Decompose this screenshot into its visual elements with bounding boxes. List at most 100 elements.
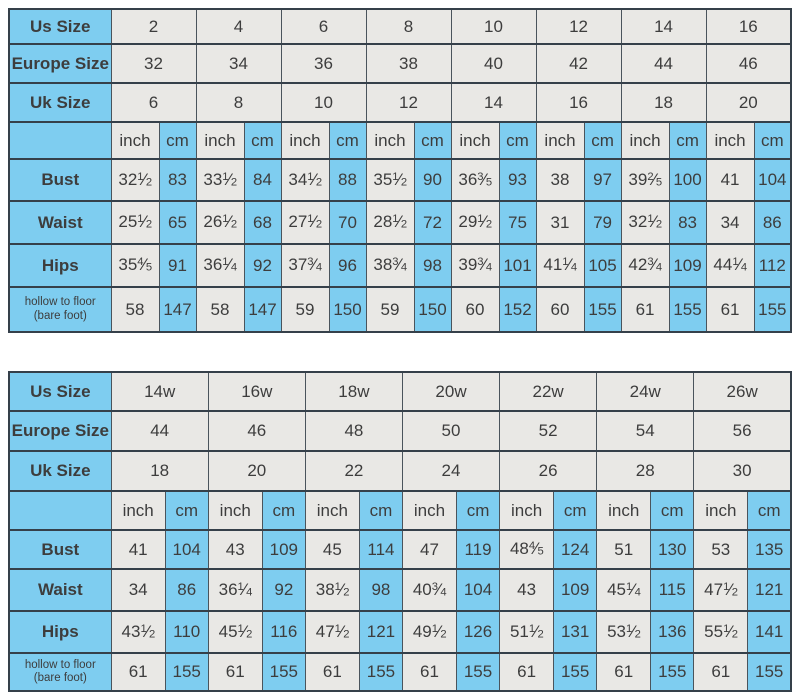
measure-cell-cm: 141 bbox=[747, 610, 792, 654]
measure-cell-cm: 109 bbox=[553, 568, 598, 612]
row-label-bust: Bust bbox=[8, 158, 112, 202]
measure-cell-inch: 511⁄2 bbox=[499, 610, 555, 654]
measure-cell-inch: 61 bbox=[705, 286, 755, 333]
measure-cell-inch: 271⁄2 bbox=[280, 200, 330, 245]
row-label-hollow-to-floor: hollow to floor (bare foot) bbox=[8, 286, 112, 333]
table-row-bust: Bust 321⁄2 83 331⁄2 84 341⁄2 88 351⁄2 90 363⁄5 93 3… bbox=[8, 158, 792, 202]
measure-cell-inch: 61 bbox=[499, 652, 555, 692]
measure-cell-cm: 155 bbox=[747, 652, 792, 692]
measure-cell-inch: 43 bbox=[207, 529, 263, 570]
measure-cell-inch: 61 bbox=[110, 652, 166, 692]
size-cell: 40 bbox=[450, 43, 537, 84]
measure-cell-inch: 58 bbox=[195, 286, 245, 333]
size-cell: 12 bbox=[365, 82, 452, 123]
measure-cell-cm: 72 bbox=[413, 200, 452, 245]
size-cell: 50 bbox=[401, 410, 501, 452]
size-cell: 26w bbox=[693, 371, 792, 412]
unit-header-cm: cm bbox=[158, 121, 197, 160]
measure-cell-cm: 101 bbox=[498, 243, 537, 288]
measure-cell-cm: 155 bbox=[753, 286, 792, 333]
unit-header-cm: cm bbox=[328, 121, 367, 160]
measure-cell-inch: 321⁄2 bbox=[620, 200, 670, 245]
measure-cell-cm: 155 bbox=[456, 652, 501, 692]
measure-cell-cm: 97 bbox=[583, 158, 622, 202]
measure-cell-cm: 150 bbox=[413, 286, 452, 333]
unit-header-cm: cm bbox=[668, 121, 707, 160]
size-cell: 24 bbox=[401, 450, 501, 492]
row-label-bust: Bust bbox=[8, 529, 112, 570]
measure-cell-cm: 96 bbox=[328, 243, 367, 288]
measure-cell-cm: 92 bbox=[243, 243, 282, 288]
unit-header-cm: cm bbox=[553, 490, 598, 531]
unit-header-inch: inch bbox=[207, 490, 263, 531]
measure-cell-inch: 281⁄2 bbox=[365, 200, 415, 245]
unit-header-inch: inch bbox=[693, 490, 749, 531]
measure-cell-inch: 261⁄2 bbox=[195, 200, 245, 245]
size-cell: 52 bbox=[499, 410, 598, 452]
measure-cell-inch: 471⁄2 bbox=[693, 568, 749, 612]
unit-header-inch: inch bbox=[535, 121, 585, 160]
measure-cell-inch: 431⁄2 bbox=[110, 610, 166, 654]
table-row-hips: Hips 431⁄2 110 451⁄2 116 471⁄2 121 491⁄2 126 511⁄… bbox=[8, 610, 792, 654]
size-cell: 38 bbox=[365, 43, 452, 84]
size-cell: 16w bbox=[207, 371, 306, 412]
measure-cell-inch: 531⁄2 bbox=[596, 610, 652, 654]
measure-cell-cm: 86 bbox=[164, 568, 209, 612]
measure-cell-cm: 135 bbox=[747, 529, 792, 570]
measure-cell-cm: 119 bbox=[456, 529, 501, 570]
measure-cell-inch: 53 bbox=[693, 529, 749, 570]
measure-cell-cm: 92 bbox=[261, 568, 306, 612]
measure-cell-cm: 155 bbox=[668, 286, 707, 333]
measure-cell-inch: 59 bbox=[365, 286, 415, 333]
size-table-regular: Us Size 2 4 6 8 10 12 14 16 Europe Size 32 34 36 38 40… bbox=[8, 8, 793, 333]
measure-cell-cm: 79 bbox=[583, 200, 622, 245]
row-label-waist: Waist bbox=[8, 568, 112, 612]
unit-header-cm: cm bbox=[456, 490, 501, 531]
size-cell: 10 bbox=[450, 8, 537, 45]
unit-header-cm: cm bbox=[650, 490, 695, 531]
unit-header-inch: inch bbox=[110, 490, 166, 531]
size-cell: 42 bbox=[535, 43, 622, 84]
measure-cell-inch: 331⁄2 bbox=[195, 158, 245, 202]
unit-header-inch: inch bbox=[705, 121, 755, 160]
table-row-bust: Bust 41 104 43 109 45 114 47 119 484⁄5 124 51 130 53 1… bbox=[8, 529, 792, 570]
measure-cell-cm: 86 bbox=[753, 200, 792, 245]
measure-cell-cm: 155 bbox=[553, 652, 598, 692]
measure-cell-cm: 93 bbox=[498, 158, 537, 202]
measure-cell-cm: 121 bbox=[747, 568, 792, 612]
measure-cell-inch: 61 bbox=[620, 286, 670, 333]
row-label-empty bbox=[8, 121, 112, 160]
unit-header-cm: cm bbox=[243, 121, 282, 160]
measure-cell-cm: 104 bbox=[164, 529, 209, 570]
size-cell: 26 bbox=[499, 450, 598, 492]
measure-cell-cm: 147 bbox=[243, 286, 282, 333]
table-row-hips: Hips 354⁄5 91 361⁄4 92 373⁄4 96 383⁄4 98 393⁄4 101… bbox=[8, 243, 792, 288]
unit-header-cm: cm bbox=[413, 121, 452, 160]
size-cell: 6 bbox=[280, 8, 367, 45]
size-cell: 30 bbox=[693, 450, 792, 492]
measure-cell-inch: 423⁄4 bbox=[620, 243, 670, 288]
row-label-europe-size: Europe Size bbox=[8, 43, 112, 84]
size-cell: 48 bbox=[304, 410, 403, 452]
measure-cell-cm: 121 bbox=[358, 610, 403, 654]
measure-cell-inch: 61 bbox=[304, 652, 360, 692]
measure-cell-cm: 155 bbox=[164, 652, 209, 692]
unit-header-cm: cm bbox=[583, 121, 622, 160]
measure-cell-inch: 45 bbox=[304, 529, 360, 570]
measure-cell-inch: 61 bbox=[596, 652, 652, 692]
size-cell: 46 bbox=[207, 410, 306, 452]
size-cell: 14 bbox=[620, 8, 707, 45]
measure-cell-cm: 104 bbox=[456, 568, 501, 612]
unit-header-cm: cm bbox=[358, 490, 403, 531]
measure-cell-inch: 60 bbox=[535, 286, 585, 333]
measure-cell-inch: 31 bbox=[535, 200, 585, 245]
table-row-waist: Waist 251⁄2 65 261⁄2 68 271⁄2 70 281⁄2 72 291⁄2 75… bbox=[8, 200, 792, 245]
measure-cell-inch: 363⁄5 bbox=[450, 158, 500, 202]
measure-cell-inch: 61 bbox=[401, 652, 458, 692]
measure-cell-cm: 116 bbox=[261, 610, 306, 654]
table-row-uk-size: Uk Size 6 8 10 12 14 16 18 20 bbox=[8, 82, 792, 123]
measure-cell-cm: 155 bbox=[261, 652, 306, 692]
measure-cell-cm: 109 bbox=[668, 243, 707, 288]
